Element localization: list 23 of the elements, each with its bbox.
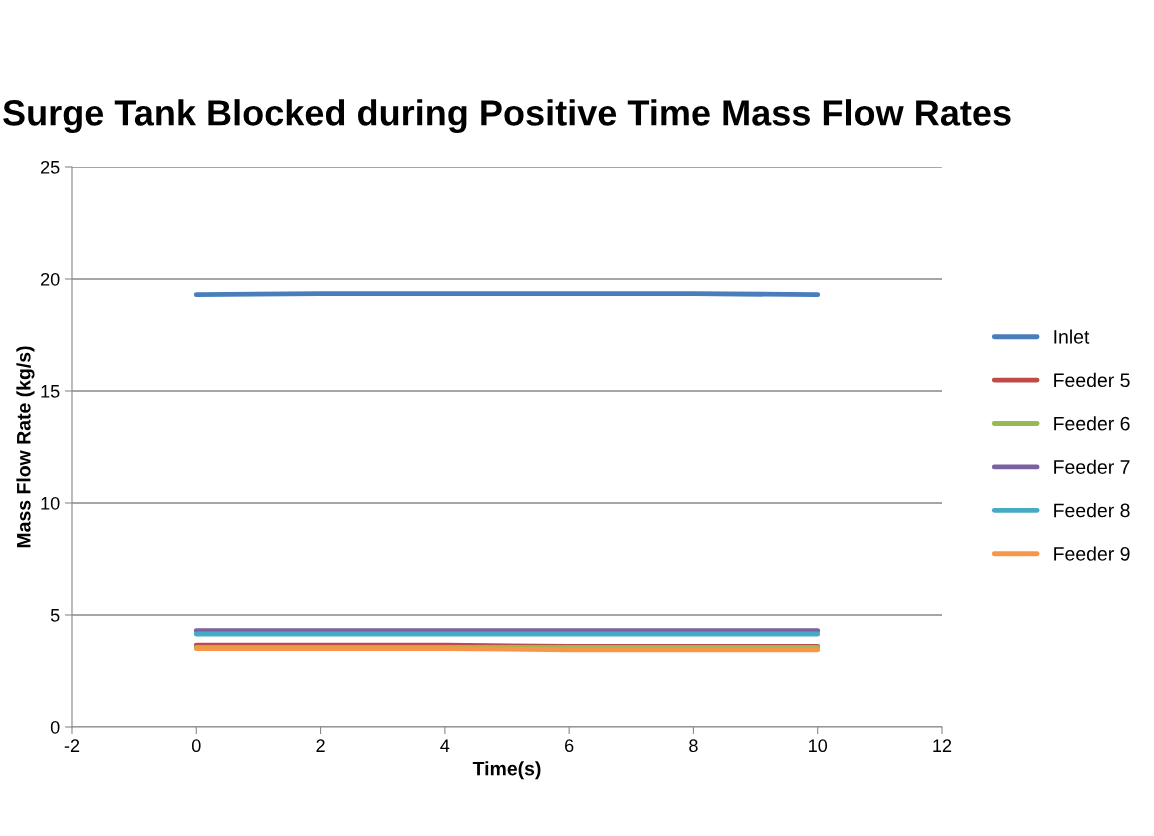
x-tick-label: 4 — [440, 739, 450, 752]
y-tick-label: 10 — [41, 496, 60, 510]
y-tick-label: 20 — [41, 272, 60, 286]
x-axis-title: Time(s) — [472, 761, 541, 780]
legend-label: Feeder 7 — [1054, 459, 1130, 474]
legend-label: Feeder 9 — [1054, 546, 1130, 561]
x-tick-label: 0 — [191, 739, 201, 753]
y-tick-label: 25 — [41, 160, 60, 174]
y-tick-label: 15 — [41, 385, 60, 398]
legend-label: Feeder 6 — [1054, 416, 1130, 431]
x-tick-label: 12 — [933, 739, 952, 752]
legend-label: Feeder 5 — [1054, 372, 1130, 388]
x-tick-label: 10 — [809, 739, 828, 753]
x-tick-label: 6 — [565, 739, 574, 753]
legend-label: Inlet — [1054, 329, 1090, 344]
y-tick-label: 0 — [50, 720, 60, 734]
chart-title: Surge Tank Blocked during Positive Time Mass Flow Rates — [3, 99, 1011, 133]
y-tick-label: 5 — [50, 609, 60, 622]
x-tick-label: -2 — [64, 739, 80, 752]
y-axis-title: Mass Flow Rate (kg/s) — [16, 346, 35, 548]
legend-label: Feeder 8 — [1054, 503, 1130, 518]
x-tick-label: 8 — [689, 739, 698, 753]
x-tick-label: 2 — [316, 739, 325, 752]
